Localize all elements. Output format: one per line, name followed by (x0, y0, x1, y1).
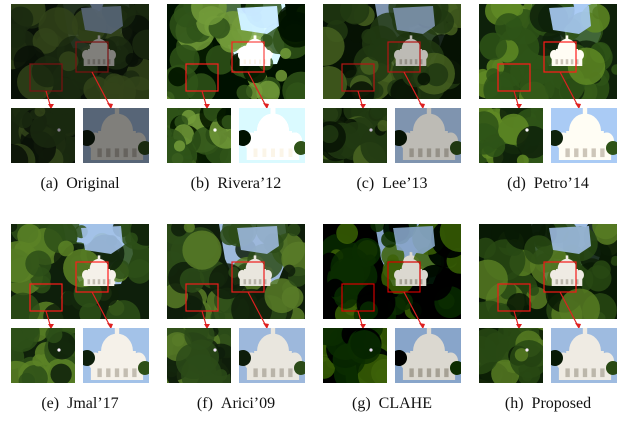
zoom-connector-arrows (45, 71, 113, 109)
zoom-connector-arrows (513, 71, 581, 109)
panel-caption-method: Rivera’12 (217, 175, 282, 192)
panel-caption-label: (a) (40, 175, 59, 192)
zoom-connector-arrows (201, 71, 269, 109)
panel-caption-label: (c) (356, 175, 375, 192)
panel-caption-label: (f) (196, 395, 213, 412)
panel-caption-label: (d) (507, 175, 526, 192)
foliage-crop-image (167, 328, 231, 383)
foliage-crop-image (479, 108, 543, 163)
basilica-crop-image (239, 108, 305, 163)
zoom-connector-arrows (201, 291, 269, 329)
basilica-crop-image (239, 328, 305, 383)
foliage-crop-image (479, 328, 543, 383)
foliage-crop-image (11, 328, 75, 383)
panel-caption-label: (b) (190, 175, 210, 192)
zoom-connector-arrows (45, 291, 113, 329)
panel-caption: (a) Original (1, 175, 159, 193)
basilica-crop-image (395, 328, 461, 383)
foliage-crop-image (167, 108, 231, 163)
foliage-crop-image (11, 108, 75, 163)
scene-image (323, 4, 461, 99)
panel-caption: (d) Petro’14 (469, 175, 619, 193)
panel-caption-label: (e) (41, 395, 60, 412)
panel-caption: (b) Rivera’12 (157, 175, 315, 193)
panel-caption: (f) Arici’09 (157, 395, 315, 413)
panel-caption-method: Jmal’17 (67, 395, 119, 412)
panel-caption-method: Arici’09 (220, 395, 276, 412)
basilica-crop-image (551, 328, 617, 383)
panel-caption: (h) Proposed (469, 395, 619, 413)
panel-caption-method: CLAHE (378, 395, 432, 412)
panel-caption: (g) CLAHE (313, 395, 471, 413)
scene-image (323, 224, 461, 319)
foliage-crop-image (323, 108, 387, 163)
zoom-connector-arrows (357, 291, 425, 329)
basilica-crop-image (83, 108, 149, 163)
panel-caption-method: Petro’14 (533, 175, 589, 192)
scene-image (11, 4, 149, 99)
panel-caption: (e) Jmal’17 (1, 395, 159, 413)
basilica-crop-image (395, 108, 461, 163)
scene-image (479, 4, 617, 99)
foliage-crop-image (323, 328, 387, 383)
panel-caption: (c) Lee’13 (313, 175, 471, 193)
scene-image (11, 224, 149, 319)
scene-image (167, 224, 305, 319)
basilica-crop-image (551, 108, 617, 163)
panel-caption-method: Original (66, 175, 120, 192)
panel-caption-method: Proposed (531, 395, 592, 412)
panel-caption-method: Lee’13 (382, 175, 428, 192)
basilica-crop-image (83, 328, 149, 383)
scene-image (167, 4, 305, 99)
zoom-connector-arrows (357, 71, 425, 109)
scene-image (479, 224, 617, 319)
panel-caption-label: (g) (352, 395, 371, 412)
panel-caption-label: (h) (504, 395, 524, 412)
zoom-connector-arrows (513, 291, 581, 329)
